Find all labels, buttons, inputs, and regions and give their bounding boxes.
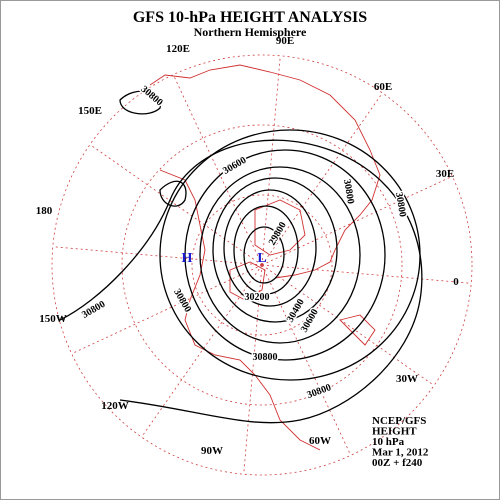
meridian [261,264,435,386]
coast [339,314,376,346]
info-line: NCEP/GFS [372,415,426,427]
coast [159,169,321,451]
graticule [51,54,473,476]
info-line: 00Z + f240 [372,457,423,469]
contour [59,139,423,424]
outer-circle [51,54,473,476]
meridian [89,144,263,266]
contour [212,177,338,323]
contour [223,189,317,307]
contour [184,149,386,361]
meridian [261,55,281,266]
meridian [243,264,263,475]
longitude-label: 90E [276,35,294,47]
contour [159,180,187,207]
contour-label: 30200 [245,292,270,303]
longitude-label: 60E [374,81,392,93]
subtitle: Northern Hemisphere [194,25,307,39]
longitude-label: 180 [36,205,53,217]
coastlines [149,64,381,451]
info-line: Mar 1, 2012 [372,447,429,459]
latitude-circle [191,194,333,336]
coast [229,261,266,301]
longitude-label: 30W [396,373,418,385]
longitude-label: 150W [39,313,67,325]
latitude-circle [121,124,403,406]
meridian [52,246,263,266]
longitude-label: 150E [78,105,102,117]
longitude-label: 120E [166,43,190,55]
labels: 90E 60E 30E 0 30W 60W 90W 120W 150W 180 150E 120E H L… [36,35,460,469]
contour [159,129,421,381]
contour [199,166,361,344]
meridian [261,92,383,266]
longitude-label: 0 [453,276,459,288]
contour [119,90,162,115]
longitude-label: 30E [436,168,454,180]
pressure-system: L [257,251,266,266]
contours [59,90,423,424]
longitude-label: 120W [101,400,129,412]
pressure-system: H [182,251,193,266]
longitude-label: 90W [201,445,223,457]
longitude-label: 60W [309,435,331,447]
info-line: HEIGHT [372,426,417,438]
info-line: 10 hPa [372,436,405,448]
meridian [172,74,263,266]
contour [233,205,299,295]
title: GFS 10-hPa HEIGHT ANALYSIS [133,9,367,26]
contour-label: 30800 [253,352,278,363]
meridian [261,264,352,456]
contour [243,226,285,284]
meridian [261,175,453,266]
coast [149,64,381,279]
meridian [261,264,472,284]
